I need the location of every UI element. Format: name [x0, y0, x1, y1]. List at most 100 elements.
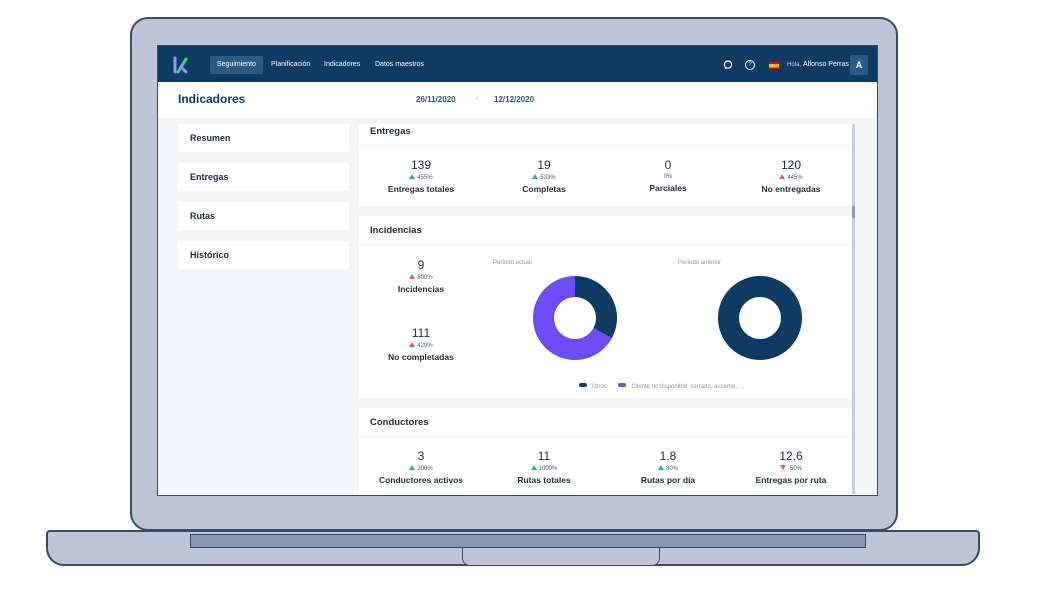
metric-value: 3	[417, 449, 425, 463]
trend-up-icon	[409, 342, 416, 347]
donut-slice-otros[interactable]	[718, 276, 802, 360]
trend-down-icon	[779, 465, 786, 470]
divider	[359, 145, 854, 146]
metric-label: Entregas por ruta	[755, 475, 827, 485]
metric-rutas-totales: 11 1000% Rutas totales	[484, 449, 604, 485]
legend-label: Cliente no disponible: cerrado, ausente,…	[631, 384, 744, 390]
sidebar-item-resumen[interactable]: Resumen	[178, 124, 349, 152]
metric-value: 11	[537, 449, 551, 463]
metric-incidencias: 9 800% Incidencias	[361, 258, 481, 294]
nav-planificacion[interactable]: Planificación	[271, 61, 311, 68]
metric-change: 533%	[484, 174, 604, 181]
trend-up-icon	[409, 274, 416, 279]
trend-up-icon	[409, 174, 416, 179]
page-header: Indicadores 26/11/2020 - 12/12/2020	[158, 82, 877, 118]
metric-change-text: 0%	[663, 174, 673, 180]
incidencias-card: Incidencias 9 800% Incidencias 111 429% …	[359, 216, 854, 398]
metric-value: 1.8	[659, 449, 677, 463]
date-to[interactable]: 12/12/2020	[494, 95, 535, 104]
metric-change: -50%	[731, 465, 851, 472]
metric-value: 120	[780, 158, 802, 172]
metric-value: 9	[417, 258, 425, 272]
donut-slice-otros[interactable]	[575, 276, 617, 339]
date-from[interactable]: 26/11/2020	[416, 95, 456, 104]
sidebar-item-rutas[interactable]: Rutas	[178, 202, 349, 230]
legend-swatch	[618, 383, 627, 387]
metric-label: Parciales	[649, 183, 687, 193]
nav-indicadores[interactable]: Indicadores	[324, 61, 361, 68]
conductores-card: Conductores 3 200% Conductores activos 1…	[359, 408, 854, 495]
metric-change-text: 80%	[665, 466, 678, 472]
nav-datos-maestros[interactable]: Datos maestros	[375, 61, 425, 68]
scrollbar-thumb[interactable]	[852, 206, 855, 218]
metric-label: Rutas por día	[640, 475, 696, 485]
entregas-card: Entregas 139 455% Entregas totales 19 53…	[359, 124, 854, 206]
metric-change-text: 445%	[787, 175, 803, 181]
avatar[interactable]: A	[850, 55, 868, 75]
trend-up-icon	[409, 465, 416, 470]
app-logo-icon[interactable]	[172, 56, 190, 74]
laptop-keyboard-area	[190, 534, 866, 548]
laptop-notch	[462, 548, 660, 566]
top-navbar: Seguimiento Planificación Indicadores Da…	[158, 46, 877, 82]
trend-up-icon	[532, 174, 539, 179]
metric-change-text: 800%	[417, 275, 433, 281]
incidencias-title: Incidencias	[370, 225, 422, 236]
legend-item-cliente[interactable]: Cliente no disponible: cerrado, ausente,…	[618, 383, 744, 390]
metric-change: 800%	[361, 274, 481, 281]
metric-change: 455%	[361, 174, 481, 181]
donut-slice-cliente-no-disponible[interactable]	[533, 276, 612, 360]
metric-value: 111	[411, 326, 431, 340]
chat-icon[interactable]	[723, 60, 733, 70]
trend-up-icon	[530, 465, 537, 470]
metric-label: No completadas	[388, 352, 454, 362]
metric-value: 19	[537, 158, 551, 172]
page-title: Indicadores	[178, 92, 246, 106]
flag-spain-icon[interactable]	[769, 62, 779, 69]
metric-change-text: 533%	[540, 175, 556, 181]
metric-change: 1000%	[484, 465, 604, 472]
metric-change-text: 1000%	[538, 466, 558, 472]
metric-change-text: 429%	[417, 343, 433, 349]
entregas-title: Entregas	[370, 126, 411, 137]
metric-entregas-totales: 139 455% Entregas totales	[361, 158, 481, 194]
metric-value: 139	[410, 158, 432, 172]
metric-no-completadas: 111 429% No completadas	[361, 326, 481, 362]
trend-up-icon	[779, 174, 786, 179]
conductores-title: Conductores	[370, 417, 429, 428]
metric-label: Completas	[522, 184, 566, 194]
metric-label: Conductores activos	[378, 475, 464, 485]
user-name[interactable]: Alfonso Perras	[803, 61, 849, 68]
sidebar-item-historico[interactable]: Histórico	[178, 241, 349, 269]
divider	[359, 436, 854, 437]
legend-swatch	[579, 383, 587, 387]
metric-entregas-por-ruta: 12.6 -50% Entregas por ruta	[731, 449, 851, 485]
divider	[359, 244, 854, 245]
help-icon[interactable]: ?	[745, 60, 755, 70]
legend-label: Otros	[592, 384, 607, 390]
donut-chart-previous[interactable]	[716, 274, 804, 362]
nav-seguimiento[interactable]: Seguimiento	[210, 56, 263, 74]
metric-change: 200%	[361, 465, 481, 472]
legend-item-otros[interactable]: Otros	[579, 383, 607, 390]
period-current-label: Período actual	[493, 260, 532, 266]
metric-conductores-activos: 3 200% Conductores activos	[361, 449, 481, 485]
chart-legend: Otros Cliente no disponible: cerrado, au…	[579, 383, 744, 390]
scrollbar-track[interactable]	[852, 124, 855, 494]
metric-change: 445%	[731, 174, 851, 181]
metric-change: 80%	[608, 465, 728, 472]
metric-label: Incidencias	[397, 284, 445, 294]
sidebar-item-entregas[interactable]: Entregas	[178, 163, 349, 191]
metric-completas: 19 533% Completas	[484, 158, 604, 194]
metric-parciales: 0 0% Parciales	[608, 158, 728, 193]
metric-value: 12.6	[779, 449, 803, 463]
metric-label: Entregas totales	[387, 184, 455, 194]
app-screen: Seguimiento Planificación Indicadores Da…	[157, 45, 878, 496]
metric-label: No entregadas	[761, 184, 821, 194]
metric-change: 0%	[608, 174, 728, 180]
donut-chart-current[interactable]	[531, 274, 619, 362]
metric-label: Rutas totales	[517, 475, 571, 485]
metric-no-entregadas: 120 445% No entregadas	[731, 158, 851, 194]
period-previous-label: Período anterior	[678, 260, 722, 266]
